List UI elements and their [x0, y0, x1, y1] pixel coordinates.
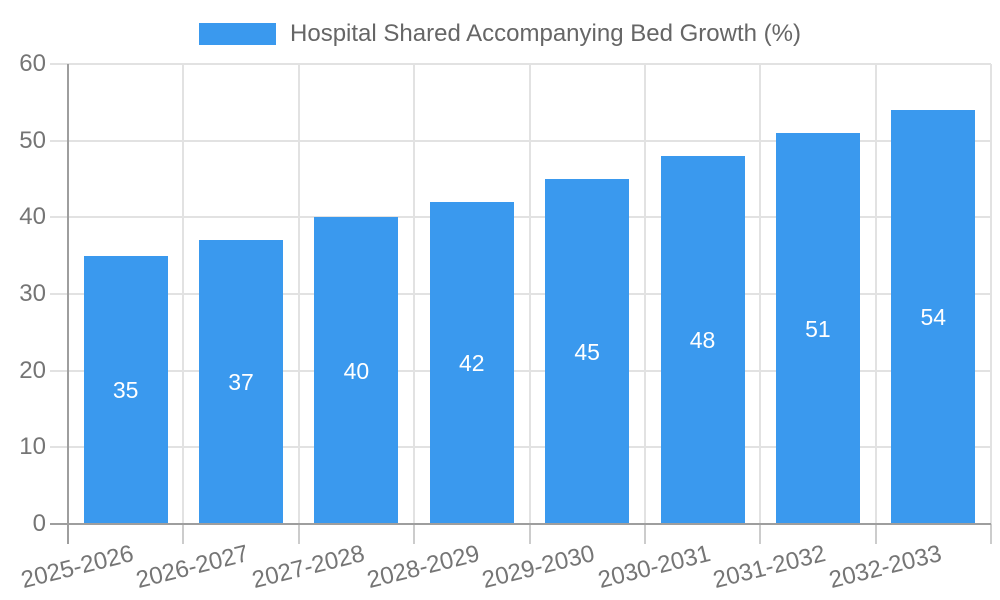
y-tick-label: 30 — [19, 280, 46, 307]
x-tick-label: 2026-2027 — [130, 540, 252, 594]
v-gridline — [990, 64, 992, 524]
legend[interactable]: Hospital Shared Accompanying Bed Growth … — [0, 19, 1000, 49]
x-tick-label: 2032-2033 — [823, 540, 944, 594]
bar — [199, 240, 284, 524]
x-tick-mark — [990, 524, 992, 544]
bar-value-label: 35 — [112, 376, 139, 403]
v-gridline — [643, 64, 646, 524]
legend-label: Hospital Shared Accompanying Bed Growth … — [290, 20, 801, 47]
y-tick-label: 20 — [19, 356, 46, 384]
v-gridline — [528, 64, 531, 524]
bar-value-label: 48 — [689, 327, 716, 353]
x-tick-label-text: 2030-2031 — [595, 540, 714, 594]
h-gridline — [50, 216, 991, 219]
bar — [891, 110, 976, 524]
bar-value-label: 45 — [574, 338, 600, 365]
v-gridline — [182, 64, 185, 524]
x-tick-label: 2025-2026 — [15, 540, 136, 594]
x-tick-label-text: 2028-2029 — [364, 540, 483, 594]
x-tick-label: 2029-2030 — [476, 540, 598, 594]
y-tick-label: 50 — [19, 126, 46, 154]
x-tick-mark — [413, 524, 416, 544]
bar-value-label: 37 — [228, 369, 254, 396]
y-tick-label: 40 — [19, 203, 46, 231]
legend-swatch — [199, 23, 277, 45]
y-axis-line — [67, 64, 69, 544]
bar — [429, 202, 514, 524]
x-tick-mark — [297, 524, 300, 544]
bar-value-label: 42 — [459, 350, 485, 376]
x-tick-label: 2031-2032 — [707, 540, 829, 594]
bar — [775, 133, 860, 524]
v-gridline — [413, 64, 416, 524]
h-gridline — [50, 369, 991, 372]
x-tick-label: 2028-2029 — [361, 540, 482, 594]
bar-value-label: 40 — [343, 357, 370, 384]
x-tick-mark — [528, 524, 531, 544]
bar-value-label: 54 — [920, 304, 947, 330]
v-gridline — [874, 64, 877, 524]
bar — [314, 217, 399, 524]
x-axis-line — [50, 523, 991, 525]
h-gridline — [50, 63, 991, 65]
h-gridline — [50, 446, 991, 449]
v-gridline — [759, 64, 762, 524]
x-tick-label-text: 2026-2027 — [133, 540, 252, 594]
x-tick-mark — [759, 524, 762, 544]
bar — [83, 255, 168, 524]
x-tick-label-text: 2032-2033 — [825, 540, 944, 594]
y-tick-label: 0 — [32, 510, 46, 537]
bar — [545, 179, 630, 524]
bar-value-label: 51 — [805, 315, 831, 342]
bar — [660, 156, 745, 524]
y-tick-label: 10 — [19, 433, 46, 461]
x-tick-label-text: 2027-2028 — [249, 540, 367, 594]
x-tick-mark — [643, 524, 646, 544]
h-gridline — [50, 293, 991, 295]
x-tick-label-text: 2031-2032 — [710, 540, 829, 594]
x-tick-label: 2030-2031 — [592, 540, 713, 594]
v-gridline — [297, 64, 300, 524]
x-tick-label: 2027-2028 — [246, 540, 367, 594]
y-tick-label: 60 — [19, 50, 46, 77]
h-gridline — [50, 139, 991, 142]
x-tick-label-text: 2029-2030 — [479, 540, 598, 594]
x-tick-mark — [182, 524, 185, 544]
x-tick-mark — [874, 524, 877, 544]
x-tick-label-text: 2025-2026 — [18, 540, 137, 594]
